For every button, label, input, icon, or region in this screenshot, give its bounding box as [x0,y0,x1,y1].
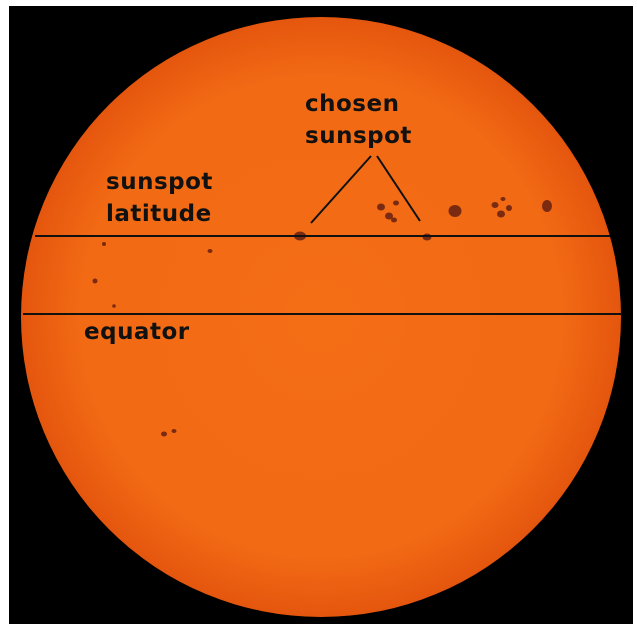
sunspot [500,197,506,201]
sun-disk-image [9,6,633,624]
sunspot [171,429,177,433]
sunspot [448,205,462,217]
sunspot [497,210,505,218]
sun-disk [21,17,621,617]
sunspot [377,203,385,211]
sunspot [391,217,397,223]
chosen-label-line2: sunspot [305,123,412,149]
sunspot [92,278,98,284]
sunspot [161,431,167,437]
sunspot [102,242,106,246]
annotation-lines [23,155,622,315]
sunspot [542,200,552,212]
latitude-label-line2: latitude [106,201,212,227]
pointer-line-right [376,155,421,222]
sunspot [385,212,393,220]
latitude-label-line1: sunspot [106,169,213,195]
sunspot-figure: chosen sunspot sunspot latitude equator [9,6,633,624]
chosen-label-line1: chosen [305,91,400,117]
sunspot [207,249,213,253]
sunspot [112,304,116,308]
sunspot [506,205,512,211]
sunspot-marks [92,197,552,437]
equator-label: equator [84,319,190,345]
sunspot [393,200,399,206]
pointer-line-left [310,155,372,224]
sunspot [491,202,499,208]
